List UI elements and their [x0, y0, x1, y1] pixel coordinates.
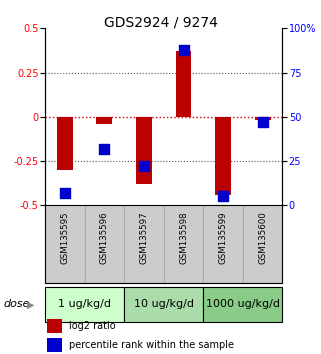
Text: GSM135596: GSM135596	[100, 212, 109, 264]
Bar	[45, 205, 282, 283]
Bar	[243, 205, 282, 283]
Bar	[45, 205, 84, 283]
Point	[181, 47, 186, 52]
Text: GSM135595: GSM135595	[60, 212, 69, 264]
Bar	[203, 205, 243, 283]
Point	[102, 146, 107, 152]
Bar	[176, 51, 191, 117]
Bar	[203, 287, 282, 322]
Bar	[124, 205, 164, 283]
Text: log2 ratio: log2 ratio	[69, 321, 115, 331]
Bar	[164, 205, 203, 283]
Point	[221, 194, 226, 199]
Text: GSM135597: GSM135597	[139, 212, 148, 264]
Point	[62, 190, 67, 196]
Text: ▶: ▶	[27, 299, 35, 309]
Bar	[215, 117, 231, 195]
Text: 1000 ug/kg/d: 1000 ug/kg/d	[206, 299, 280, 309]
Point	[141, 164, 146, 169]
Bar	[124, 287, 203, 322]
Bar	[136, 117, 152, 184]
Text: 1 ug/kg/d: 1 ug/kg/d	[58, 299, 111, 309]
Bar	[57, 117, 73, 170]
Bar	[47, 319, 62, 333]
Text: GSM135600: GSM135600	[258, 212, 267, 264]
Point	[260, 119, 265, 125]
Text: dose: dose	[3, 299, 30, 309]
Bar	[47, 338, 62, 352]
Bar	[96, 117, 112, 124]
Text: 10 ug/kg/d: 10 ug/kg/d	[134, 299, 194, 309]
Bar	[84, 205, 124, 283]
Bar	[45, 287, 124, 322]
Text: GDS2924 / 9274: GDS2924 / 9274	[104, 16, 217, 30]
Text: percentile rank within the sample: percentile rank within the sample	[69, 341, 234, 350]
Text: GSM135599: GSM135599	[219, 212, 228, 264]
Text: GSM135598: GSM135598	[179, 212, 188, 264]
Bar	[255, 117, 271, 120]
